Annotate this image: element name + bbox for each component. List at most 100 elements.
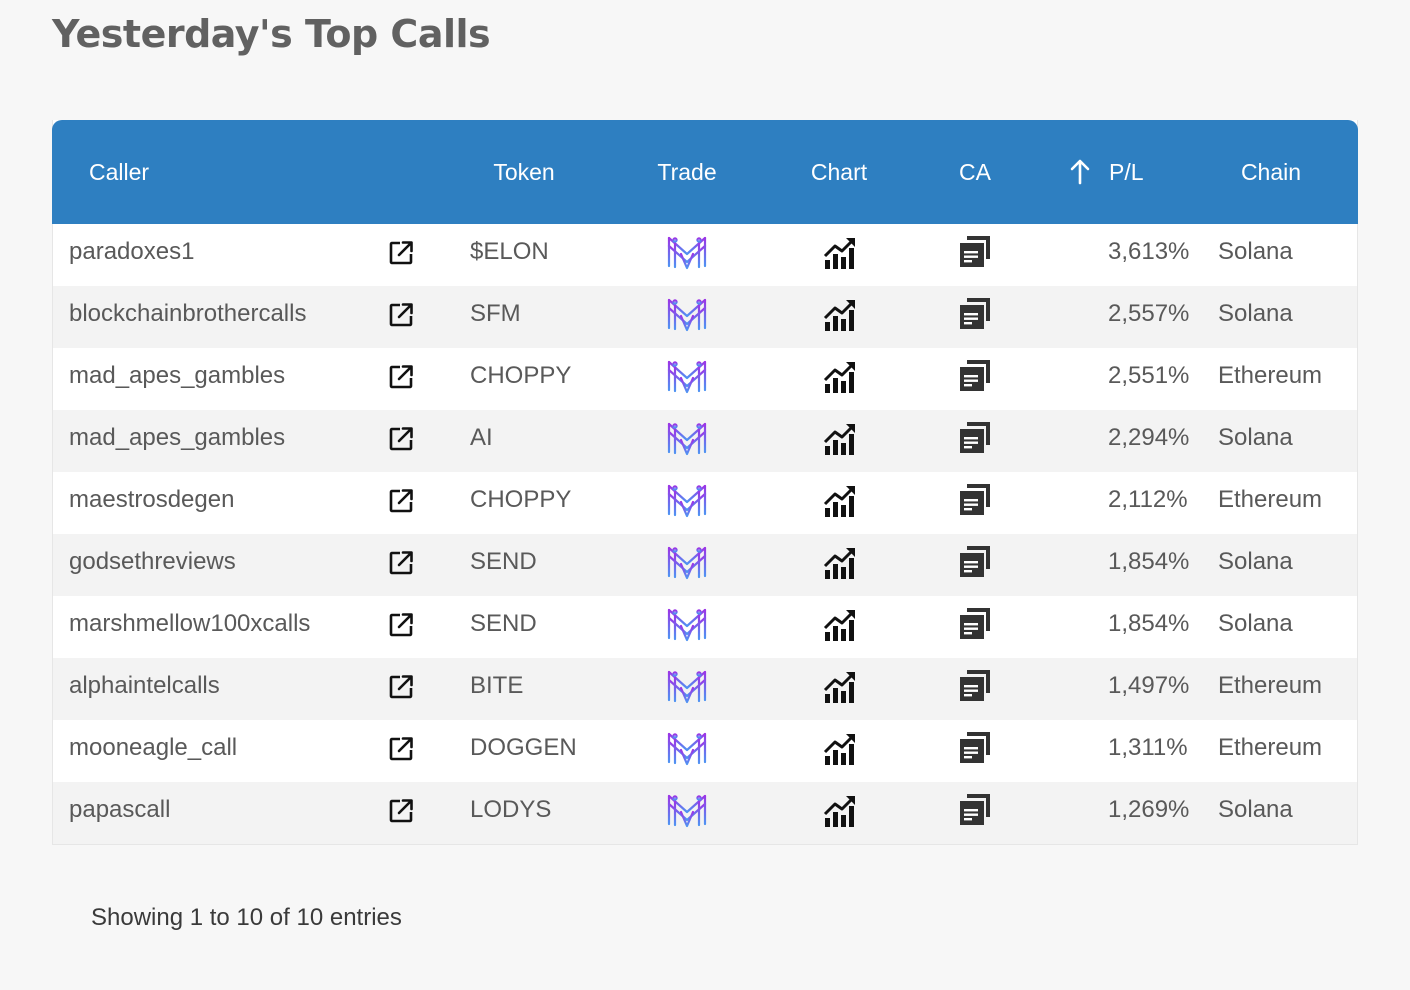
pl-value: 1,269% bbox=[1108, 796, 1190, 823]
caller-name[interactable]: paradoxes1 bbox=[69, 238, 195, 265]
column-header-chart[interactable]: Chart bbox=[810, 159, 868, 185]
chain-name: Ethereum bbox=[1218, 672, 1323, 699]
pl-value: 1,497% bbox=[1108, 672, 1190, 699]
caller-name[interactable]: mad_apes_gambles bbox=[69, 424, 286, 451]
chain-name: Solana bbox=[1218, 424, 1293, 451]
column-header-caller[interactable]: Caller bbox=[89, 159, 150, 185]
table-row: mad_apes_gambles CHOPPY bbox=[53, 348, 1357, 410]
chain-name: Solana bbox=[1218, 610, 1293, 637]
copy-icon[interactable] bbox=[958, 296, 992, 330]
copy-icon[interactable] bbox=[958, 668, 992, 702]
token-symbol: SFM bbox=[470, 300, 521, 327]
caller-name[interactable]: maestrosdegen bbox=[69, 486, 235, 513]
top-calls-table: Caller Token Trade Chart CA P/L Chain pa… bbox=[52, 120, 1358, 845]
maestro-logo-icon[interactable] bbox=[666, 544, 708, 582]
copy-icon[interactable] bbox=[958, 544, 992, 578]
external-link-icon[interactable] bbox=[388, 674, 414, 700]
chain-name: Ethereum bbox=[1218, 362, 1323, 389]
external-link-icon[interactable] bbox=[388, 426, 414, 452]
table-row: godsethreviews SEND bbox=[53, 534, 1357, 596]
table-row: mad_apes_gambles AI bbox=[53, 410, 1357, 472]
chart-trend-icon[interactable] bbox=[823, 732, 857, 766]
external-link-icon[interactable] bbox=[388, 550, 414, 576]
column-header-chain[interactable]: Chain bbox=[1240, 159, 1302, 185]
chart-trend-icon[interactable] bbox=[823, 422, 857, 456]
chart-trend-icon[interactable] bbox=[823, 298, 857, 332]
column-header-trade[interactable]: Trade bbox=[657, 159, 717, 185]
column-header-token[interactable]: Token bbox=[493, 159, 555, 185]
external-link-icon[interactable] bbox=[388, 240, 414, 266]
chart-trend-icon[interactable] bbox=[823, 608, 857, 642]
token-symbol: $ELON bbox=[470, 238, 549, 265]
token-symbol: CHOPPY bbox=[470, 362, 572, 389]
token-symbol: DOGGEN bbox=[470, 734, 577, 761]
external-link-icon[interactable] bbox=[388, 736, 414, 762]
page-title: Yesterday's Top Calls bbox=[52, 12, 491, 56]
caller-name[interactable]: blockchainbrothercalls bbox=[69, 300, 307, 327]
copy-icon[interactable] bbox=[958, 420, 992, 454]
column-header-pl[interactable]: P/L bbox=[1109, 159, 1144, 185]
caller-name[interactable]: papascall bbox=[69, 796, 171, 823]
external-link-icon[interactable] bbox=[388, 364, 414, 390]
table-body: paradoxes1 $ELON bbox=[53, 224, 1357, 844]
chart-trend-icon[interactable] bbox=[823, 484, 857, 518]
token-symbol: SEND bbox=[470, 610, 537, 637]
maestro-logo-icon[interactable] bbox=[666, 420, 708, 458]
caller-name[interactable]: alphaintelcalls bbox=[69, 672, 220, 699]
chain-name: Solana bbox=[1218, 796, 1293, 823]
sort-arrow-up-icon[interactable] bbox=[1069, 157, 1091, 187]
chart-trend-icon[interactable] bbox=[823, 546, 857, 580]
caller-name[interactable]: marshmellow100xcalls bbox=[69, 610, 311, 637]
table-row: blockchainbrothercalls SFM bbox=[53, 286, 1357, 348]
table-row: marshmellow100xcalls SEND bbox=[53, 596, 1357, 658]
chain-name: Solana bbox=[1218, 548, 1293, 575]
maestro-logo-icon[interactable] bbox=[666, 668, 708, 706]
chart-trend-icon[interactable] bbox=[823, 236, 857, 270]
chart-trend-icon[interactable] bbox=[823, 670, 857, 704]
table-row: maestrosdegen CHOPPY bbox=[53, 472, 1357, 534]
pl-value: 1,854% bbox=[1108, 548, 1190, 575]
table-info: Showing 1 to 10 of 10 entries bbox=[91, 904, 402, 931]
copy-icon[interactable] bbox=[958, 792, 992, 826]
column-header-ca[interactable]: CA bbox=[959, 159, 991, 185]
copy-icon[interactable] bbox=[958, 482, 992, 516]
pl-value: 3,613% bbox=[1108, 238, 1190, 265]
pl-value: 2,112% bbox=[1108, 486, 1188, 513]
external-link-icon[interactable] bbox=[388, 612, 414, 638]
copy-icon[interactable] bbox=[958, 606, 992, 640]
table-row: alphaintelcalls BITE bbox=[53, 658, 1357, 720]
chain-name: Solana bbox=[1218, 238, 1293, 265]
pl-value: 2,294% bbox=[1108, 424, 1190, 451]
maestro-logo-icon[interactable] bbox=[666, 730, 708, 768]
external-link-icon[interactable] bbox=[388, 488, 414, 514]
maestro-logo-icon[interactable] bbox=[666, 296, 708, 334]
chain-name: Solana bbox=[1218, 300, 1293, 327]
copy-icon[interactable] bbox=[958, 730, 992, 764]
chart-trend-icon[interactable] bbox=[823, 360, 857, 394]
external-link-icon[interactable] bbox=[388, 798, 414, 824]
pl-value: 1,311% bbox=[1108, 734, 1188, 761]
maestro-logo-icon[interactable] bbox=[666, 234, 708, 272]
token-symbol: AI bbox=[470, 424, 493, 451]
copy-icon[interactable] bbox=[958, 234, 992, 268]
token-symbol: CHOPPY bbox=[470, 486, 572, 513]
token-symbol: BITE bbox=[470, 672, 524, 699]
copy-icon[interactable] bbox=[958, 358, 992, 392]
maestro-logo-icon[interactable] bbox=[666, 606, 708, 644]
caller-name[interactable]: mad_apes_gambles bbox=[69, 362, 286, 389]
maestro-logo-icon[interactable] bbox=[666, 792, 708, 830]
chain-name: Ethereum bbox=[1218, 734, 1323, 761]
table-header: Caller Token Trade Chart CA P/L Chain bbox=[52, 120, 1358, 224]
caller-name[interactable]: mooneagle_call bbox=[69, 734, 238, 761]
table-row: mooneagle_call DOGGEN bbox=[53, 720, 1357, 782]
table-row: paradoxes1 $ELON bbox=[53, 224, 1357, 286]
maestro-logo-icon[interactable] bbox=[666, 482, 708, 520]
external-link-icon[interactable] bbox=[388, 302, 414, 328]
caller-name[interactable]: godsethreviews bbox=[69, 548, 236, 575]
maestro-logo-icon[interactable] bbox=[666, 358, 708, 396]
pl-value: 1,854% bbox=[1108, 610, 1190, 637]
pl-value: 2,551% bbox=[1108, 362, 1190, 389]
chain-name: Ethereum bbox=[1218, 486, 1323, 513]
chart-trend-icon[interactable] bbox=[823, 794, 857, 828]
token-symbol: SEND bbox=[470, 548, 537, 575]
